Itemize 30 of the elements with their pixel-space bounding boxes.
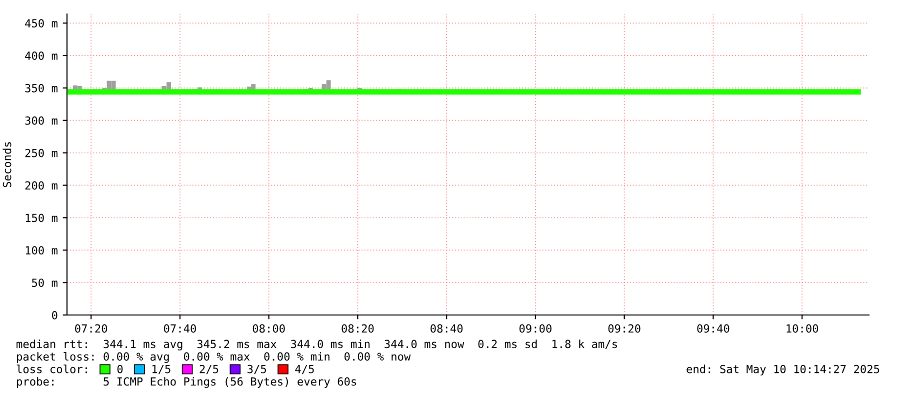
x-tick-label: 07:20 [75, 324, 108, 333]
y-tick-label: 300 m [25, 116, 58, 125]
legend-label: 3/5 [248, 364, 266, 374]
y-tick-label: 250 m [25, 148, 58, 158]
x-tick-label: 09:20 [608, 324, 640, 333]
y-tick-label: 0 [52, 311, 58, 320]
y-tick-label: 150 m [26, 214, 58, 222]
text: packet loss: 0.00 % avg 0.00 % max 0.00 % min 0.00 % now [17, 352, 411, 363]
text: median rtt: 344.1 ms avg 345.2 ms max 344.0 ms min 344.0 ms now 0.2 ms sd 1.8 k am/s [16, 340, 617, 350]
legend-label: 4/5 [295, 364, 314, 374]
legend-label: 1/5 [152, 364, 170, 374]
x-tick-label: 09:00 [519, 324, 552, 333]
x-tick-label: 07:40 [164, 324, 196, 333]
y-tick-label: 400 m [25, 52, 58, 60]
x-tick-label: 08:20 [342, 324, 374, 333]
y-tick-label: 450 m [25, 19, 58, 28]
x-tick-label: 09:40 [697, 324, 730, 333]
text: end: Sat May 10 10:14:27 2025 [686, 364, 880, 376]
text: probe: 5 ICMP Echo Pings (56 Bytes) every 60s [17, 377, 356, 388]
x-tick-label: 08:40 [430, 324, 463, 333]
y-tick-label: 100 m [26, 246, 58, 255]
x-tick-label: 08:00 [252, 324, 285, 333]
y-tick-label: 350 m [25, 84, 58, 92]
y-axis-title: Seconds [2, 142, 12, 188]
legend-title: loss color: [16, 364, 87, 374]
legend-label: 2/5 [200, 364, 218, 374]
y-tick-label: 50 m [32, 278, 58, 287]
y-tick-label: 200 m [25, 181, 58, 190]
legend-label: 0 [117, 364, 123, 374]
x-tick-label: 10:00 [786, 324, 818, 333]
